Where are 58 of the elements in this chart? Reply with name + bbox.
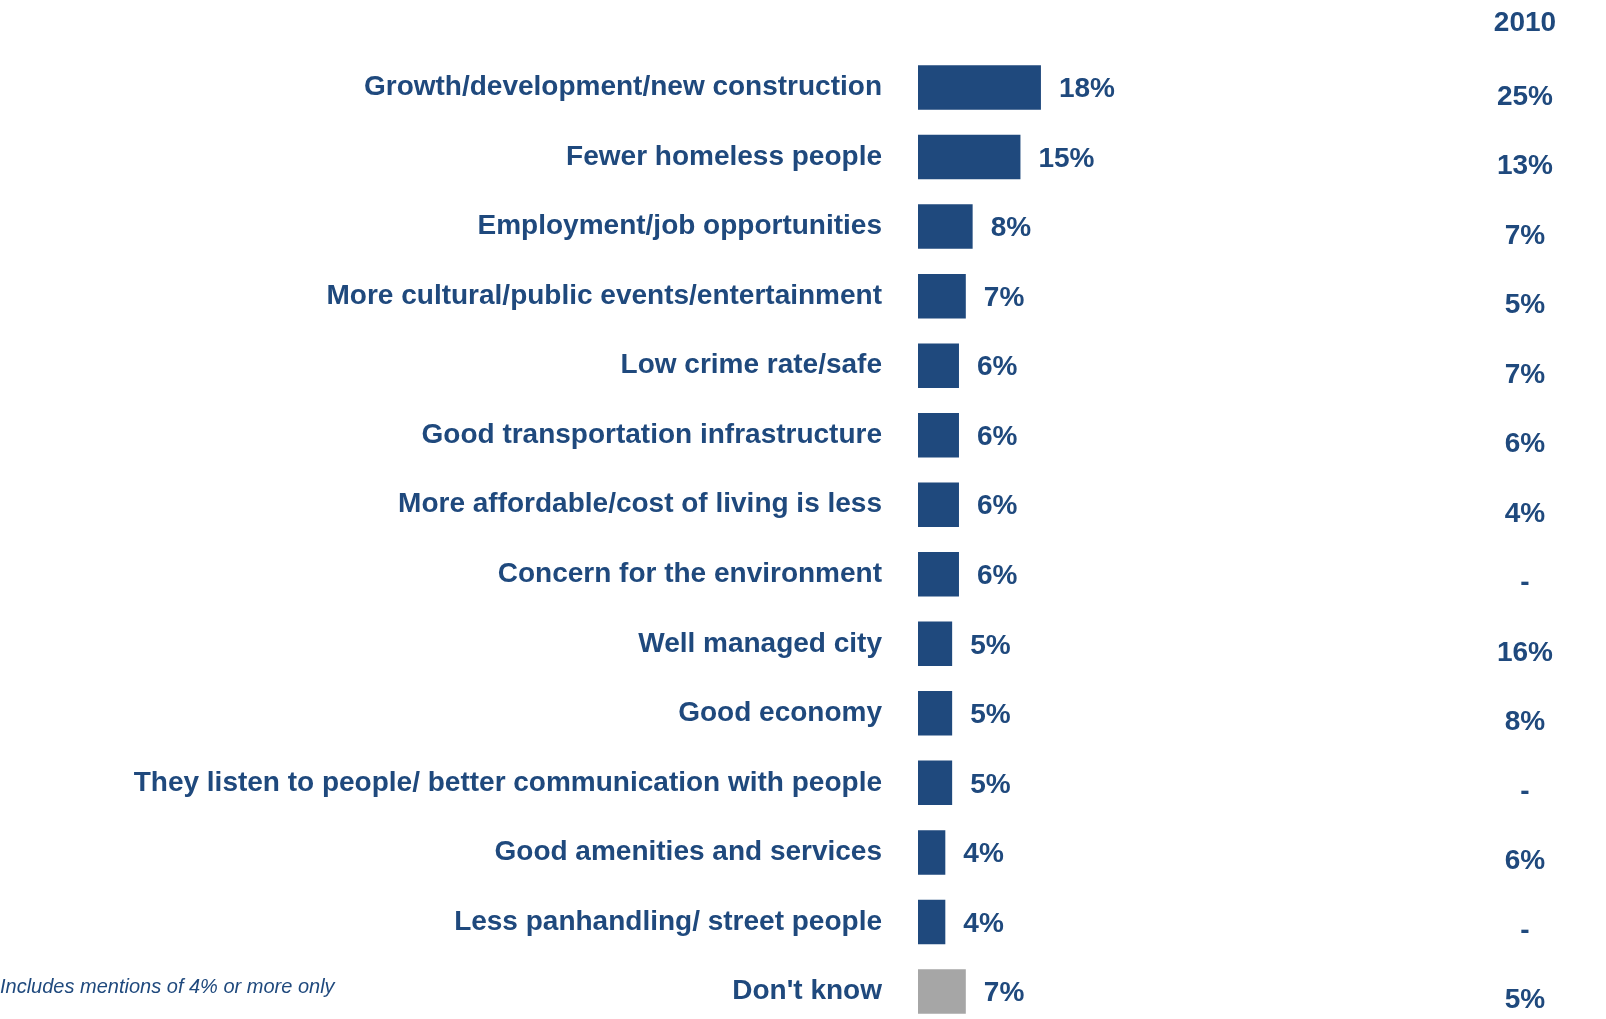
text: 7% <box>1503 357 1547 390</box>
bar <box>918 830 946 875</box>
text: 6% <box>1503 844 1547 877</box>
bar <box>918 343 959 388</box>
text: Includes mentions of 4% or more only <box>0 975 335 997</box>
bar <box>918 204 973 249</box>
text: 5% <box>1503 983 1547 1016</box>
data-label: 18% <box>1058 72 1116 104</box>
data-label: 5% <box>970 767 1011 799</box>
text: - <box>1519 913 1531 946</box>
data-label: 15% <box>1038 141 1095 173</box>
text: 25% <box>1495 79 1554 112</box>
bar <box>918 691 953 736</box>
y-tick-label: Fewer homeless people <box>566 139 882 171</box>
bar <box>918 969 966 1014</box>
bar <box>918 899 946 945</box>
bar <box>918 482 959 527</box>
y-tick-label: Growth/development/new construction <box>363 70 882 102</box>
bar <box>918 273 966 319</box>
text: 8% <box>1503 705 1547 738</box>
data-label: 6% <box>976 489 1018 521</box>
text: 13% <box>1495 149 1554 182</box>
bar <box>918 65 1041 110</box>
text: 16% <box>1495 635 1554 668</box>
data-label: 6% <box>976 558 1018 590</box>
y-tick-label: Good amenities and services <box>494 835 882 867</box>
data-label: 8% <box>990 211 1032 243</box>
data-label: 5% <box>970 698 1011 730</box>
y-tick-label: Well managed city <box>638 626 883 658</box>
data-label: 7% <box>983 280 1025 312</box>
y-tick-label: Low crime rate/safe <box>620 348 882 380</box>
y-tick-label: Good transportation infrastructure <box>421 417 882 449</box>
data-label: 4% <box>963 906 1004 938</box>
text: 6% <box>1503 427 1547 460</box>
data-label: 6% <box>976 419 1018 451</box>
bar <box>918 134 1021 180</box>
y-tick-label: Less panhandling/ street people <box>454 904 882 936</box>
bar <box>918 412 959 458</box>
y-tick-label: Don't know <box>732 974 883 1006</box>
data-label: 6% <box>976 350 1018 382</box>
y-tick-label: More affordable/cost of living is less <box>398 487 882 519</box>
text: 5% <box>1503 288 1547 321</box>
data-label: 4% <box>963 837 1004 869</box>
text: - <box>1519 774 1531 807</box>
y-tick-label: More cultural/public events/entertainment <box>326 278 882 310</box>
text: 4% <box>1503 496 1547 529</box>
text: 2010 <box>1492 6 1558 38</box>
text: 7% <box>1503 218 1547 251</box>
bar <box>918 760 953 806</box>
bar <box>918 552 959 597</box>
text: - <box>1519 566 1531 599</box>
y-tick-label: Employment/job opportunities <box>477 209 882 241</box>
y-tick-label: Good economy <box>678 696 883 728</box>
y-tick-label: Concern for the environment <box>497 556 882 588</box>
y-tick-label: They listen to people/ better communication with people <box>133 765 882 797</box>
data-label: 7% <box>983 976 1025 1008</box>
data-label: 5% <box>970 628 1011 660</box>
bar <box>918 621 953 667</box>
